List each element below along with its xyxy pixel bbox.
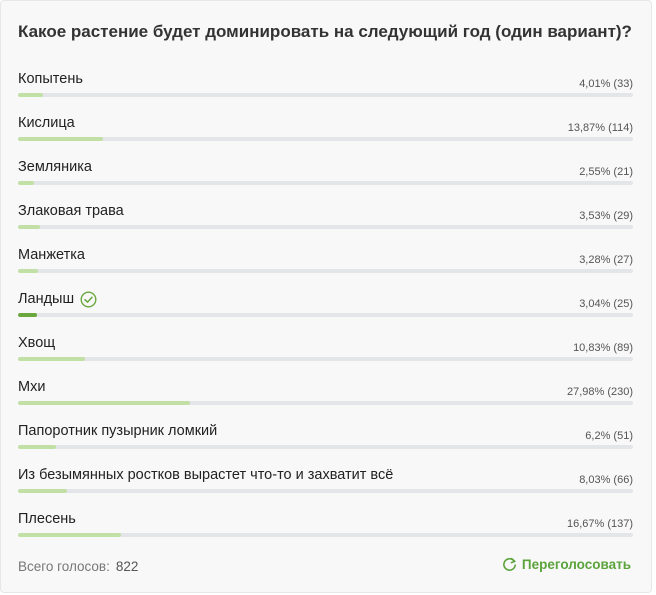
option-bar-fill: [18, 445, 57, 449]
option-bar-fill: [18, 225, 40, 229]
option-label: Хвощ: [18, 334, 55, 352]
option-bar-fill: [18, 533, 121, 537]
option-stat: 8,03% (66): [579, 474, 633, 486]
poll-options: Копытень 4,01% (33) Кислица 13,87% (114)…: [18, 69, 633, 553]
option-label: Плесень: [18, 510, 76, 528]
poll-option: Плесень 16,67% (137): [18, 509, 633, 553]
option-stat: 3,53% (29): [579, 210, 633, 222]
refresh-icon: [502, 557, 517, 572]
option-stat: 13,87% (114): [567, 122, 633, 134]
option-bar-fill: [18, 269, 39, 273]
check-circle-icon: [80, 290, 97, 308]
option-label-text: Папоротник пузырник ломкий: [18, 423, 218, 439]
option-stat: 16,67% (137): [566, 518, 633, 530]
option-label: Папоротник пузырник ломкий: [18, 422, 217, 440]
poll-option: Из безымянных ростков вырастет что-то и …: [18, 465, 633, 509]
option-bar-track: [18, 357, 633, 361]
option-stat: 3,28% (27): [579, 254, 633, 266]
total-votes: Всего голосов: 822: [18, 559, 138, 574]
option-bar-fill: [18, 181, 34, 185]
option-bar-track: [18, 181, 633, 185]
option-label-text: Ландыш: [18, 291, 75, 307]
option-bar-track: [18, 137, 633, 141]
option-label-text: Манжетка: [18, 247, 85, 263]
option-bar-fill: [18, 489, 68, 493]
option-stat: 27,98% (230): [566, 386, 633, 398]
option-bar-track: [18, 401, 633, 405]
poll-option: Манжетка 3,28% (27): [18, 245, 633, 289]
poll-option: Кислица 13,87% (114): [18, 113, 633, 157]
revote-label: Переголосовать: [521, 557, 631, 572]
option-label: Земляника: [18, 158, 92, 176]
option-label: Злаковая трава: [18, 202, 124, 220]
option-label: Из безымянных ростков вырастет что-то и …: [18, 466, 393, 484]
option-stat: 4,01% (33): [579, 78, 633, 90]
option-label-text: Мхи: [18, 379, 46, 395]
poll-option: Мхи 27,98% (230): [18, 377, 633, 421]
option-label: Копытень: [18, 70, 83, 88]
option-bar-track: [18, 269, 633, 273]
option-label: Манжетка: [18, 246, 85, 264]
option-bar-fill: [18, 313, 37, 317]
option-stat: 10,83% (89): [573, 342, 633, 354]
option-label: Кислица: [18, 114, 75, 132]
option-bar-fill: [18, 93, 43, 97]
option-label-text: Хвощ: [18, 335, 56, 351]
poll-option: Злаковая трава 3,53% (29): [18, 201, 633, 245]
option-stat: 6,2% (51): [585, 430, 633, 442]
option-bar-track: [18, 533, 633, 537]
option-label-text: Кислица: [18, 115, 75, 131]
option-bar-track: [18, 93, 633, 97]
poll-option: Папоротник пузырник ломкий 6,2% (51): [18, 421, 633, 465]
option-bar-track: [18, 489, 633, 493]
poll-footer: Всего голосов: 822 Переголосовать: [18, 557, 631, 577]
poll-option: Земляника 2,55% (21): [18, 157, 633, 201]
total-votes-count: 822: [115, 559, 139, 574]
option-label-text: Из безымянных ростков вырастет что-то и …: [18, 467, 394, 483]
poll-option: Хвощ 10,83% (89): [18, 333, 633, 377]
option-bar-track: [18, 313, 633, 317]
option-bar-fill: [18, 357, 85, 361]
total-votes-label: Всего голосов:: [18, 559, 110, 574]
revote-button[interactable]: Переголосовать: [502, 557, 631, 572]
option-bar-track: [18, 445, 633, 449]
poll-option-selected: Ландыш 3,04% (25): [18, 289, 633, 333]
option-label: Ландыш: [18, 290, 97, 308]
option-stat: 2,55% (21): [579, 166, 633, 178]
option-stat: 3,04% (25): [579, 298, 633, 310]
option-label: Мхи: [18, 378, 45, 396]
option-bar-fill: [18, 401, 191, 405]
option-bar-track: [18, 225, 633, 229]
poll-title: Какое растение будет доминировать на сле…: [18, 22, 632, 41]
option-label-text: Злаковая трава: [18, 203, 124, 219]
option-label-text: Земляника: [18, 159, 92, 175]
poll-option: Копытень 4,01% (33): [18, 69, 633, 113]
option-label-text: Копытень: [18, 71, 83, 87]
option-bar-fill: [18, 137, 104, 141]
option-label-text: Плесень: [18, 511, 76, 527]
